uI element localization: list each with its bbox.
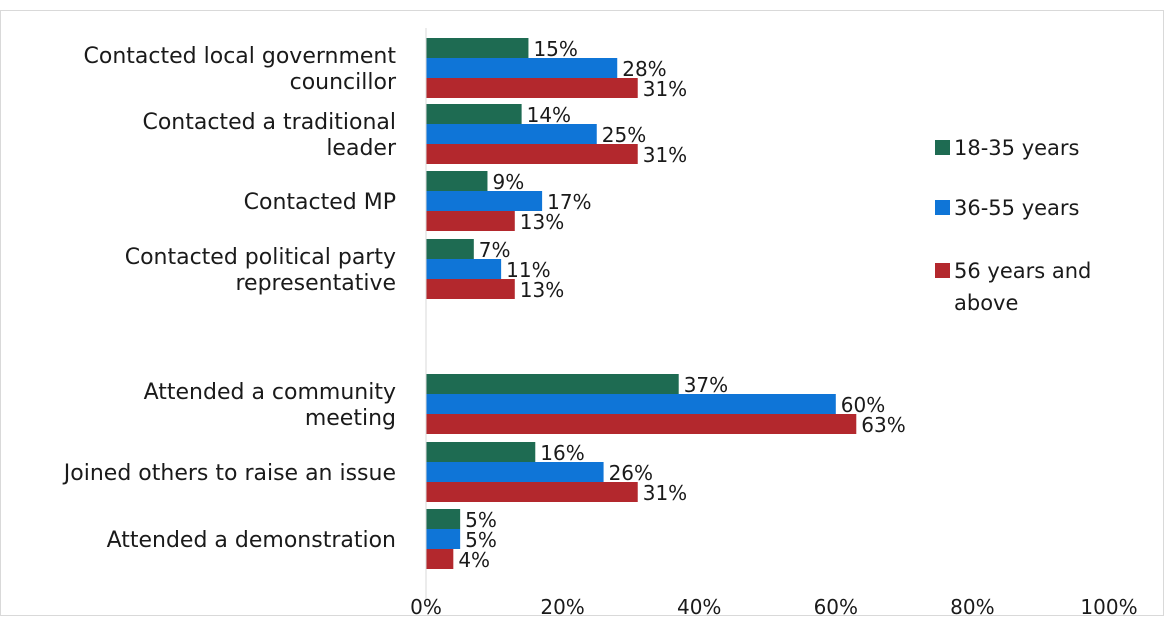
data-label: 9% (492, 170, 524, 194)
data-label: 16% (540, 441, 584, 465)
bar (426, 279, 515, 299)
bar (426, 144, 638, 164)
chart-frame (0, 10, 1164, 616)
data-label: 4% (458, 548, 490, 572)
bar (426, 78, 638, 98)
bar (426, 394, 836, 414)
data-label: 5% (465, 528, 497, 552)
data-label: 31% (643, 143, 687, 167)
bar (426, 482, 638, 502)
category-label: Contacted local government (84, 44, 397, 69)
category-label: Contacted political party (125, 245, 396, 270)
data-label: 7% (479, 238, 511, 262)
data-label: 28% (622, 57, 666, 81)
bar (426, 529, 461, 549)
category-label: Attended a demonstration (107, 528, 396, 553)
data-label: 5% (465, 508, 497, 532)
bar (426, 442, 536, 462)
legend-swatch (935, 200, 950, 215)
legend-label: 36-55 years (954, 196, 1080, 220)
bar (426, 38, 529, 58)
category-label: Joined others to raise an issue (62, 461, 396, 486)
category-label: Contacted a traditional (142, 110, 396, 135)
legend-label: 18-35 years (954, 136, 1080, 160)
bar (426, 509, 461, 529)
bars-layer (426, 38, 857, 569)
data-label: 14% (527, 103, 571, 127)
data-label: 31% (643, 77, 687, 101)
data-label: 60% (841, 393, 885, 417)
bar (426, 239, 474, 259)
legend-swatch (935, 263, 950, 278)
bar (426, 171, 488, 191)
category-label: meeting (305, 406, 396, 431)
bar (426, 58, 618, 78)
legend-label: above (954, 291, 1018, 315)
bar (426, 462, 604, 482)
bar (426, 414, 857, 434)
bar (426, 104, 522, 124)
data-label: 11% (506, 258, 550, 282)
bar (426, 374, 679, 394)
data-label: 13% (520, 278, 564, 302)
bar (426, 549, 454, 569)
bar (426, 124, 597, 144)
data-label: 25% (602, 123, 646, 147)
data-label: 13% (520, 210, 564, 234)
bar (426, 191, 543, 211)
category-label: Attended a community (144, 380, 396, 405)
legend: 18-35 years 36-55 years 56 years and above (935, 136, 1091, 315)
data-label: 37% (684, 373, 728, 397)
legend-label: 56 years and (954, 259, 1091, 283)
category-label: Contacted MP (244, 190, 396, 215)
data-label: 31% (643, 481, 687, 505)
bar (426, 211, 515, 231)
data-label: 17% (547, 190, 591, 214)
data-label: 63% (861, 413, 905, 437)
category-label: leader (326, 136, 397, 161)
data-label: 26% (609, 461, 653, 485)
legend-swatch (935, 140, 950, 155)
data-label: 15% (533, 37, 577, 61)
data-labels-layer: 15%28%31%14%25%31%9%17%13%7%11%13%37%60%… (458, 37, 905, 572)
category-label: councillor (290, 70, 397, 95)
category-label: representative (236, 271, 397, 296)
bar (426, 259, 502, 279)
